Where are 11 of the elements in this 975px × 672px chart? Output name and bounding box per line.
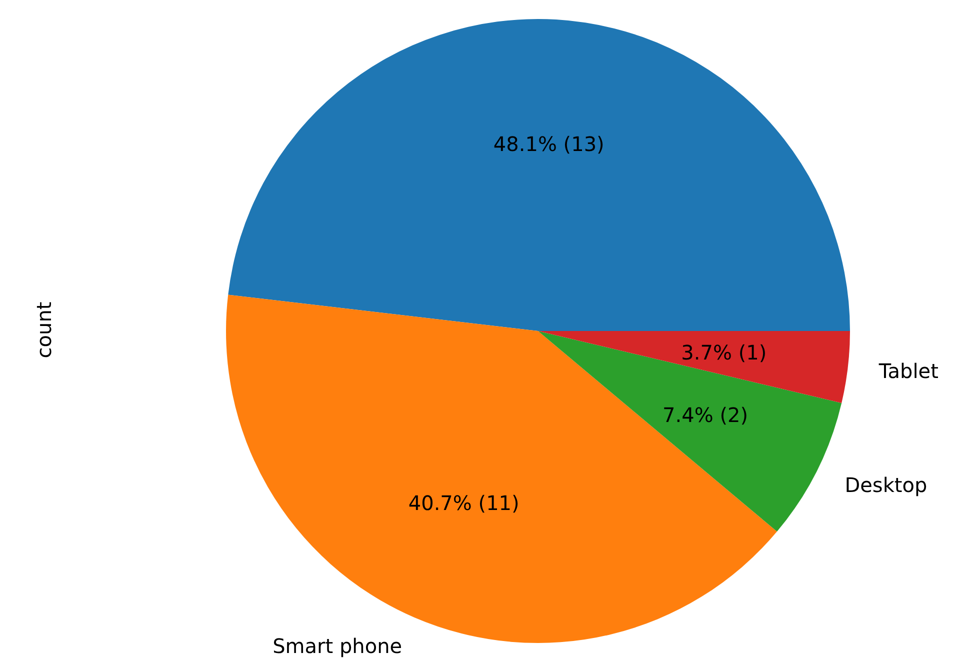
text: count bbox=[32, 302, 56, 358]
data-label: 40.7% (11) bbox=[408, 490, 520, 515]
pie-slice bbox=[228, 20, 850, 331]
data-label: 3.7% (1) bbox=[681, 340, 767, 365]
slice-label: Desktop bbox=[844, 473, 928, 498]
pie-slice bbox=[538, 331, 850, 403]
data-label: 7.4% (2) bbox=[662, 403, 748, 428]
slice-label: Tablet bbox=[878, 358, 939, 383]
slice-label: Smart phone bbox=[272, 634, 402, 658]
data-label: 48.1% (13) bbox=[493, 132, 604, 156]
pie-slice bbox=[538, 331, 842, 532]
